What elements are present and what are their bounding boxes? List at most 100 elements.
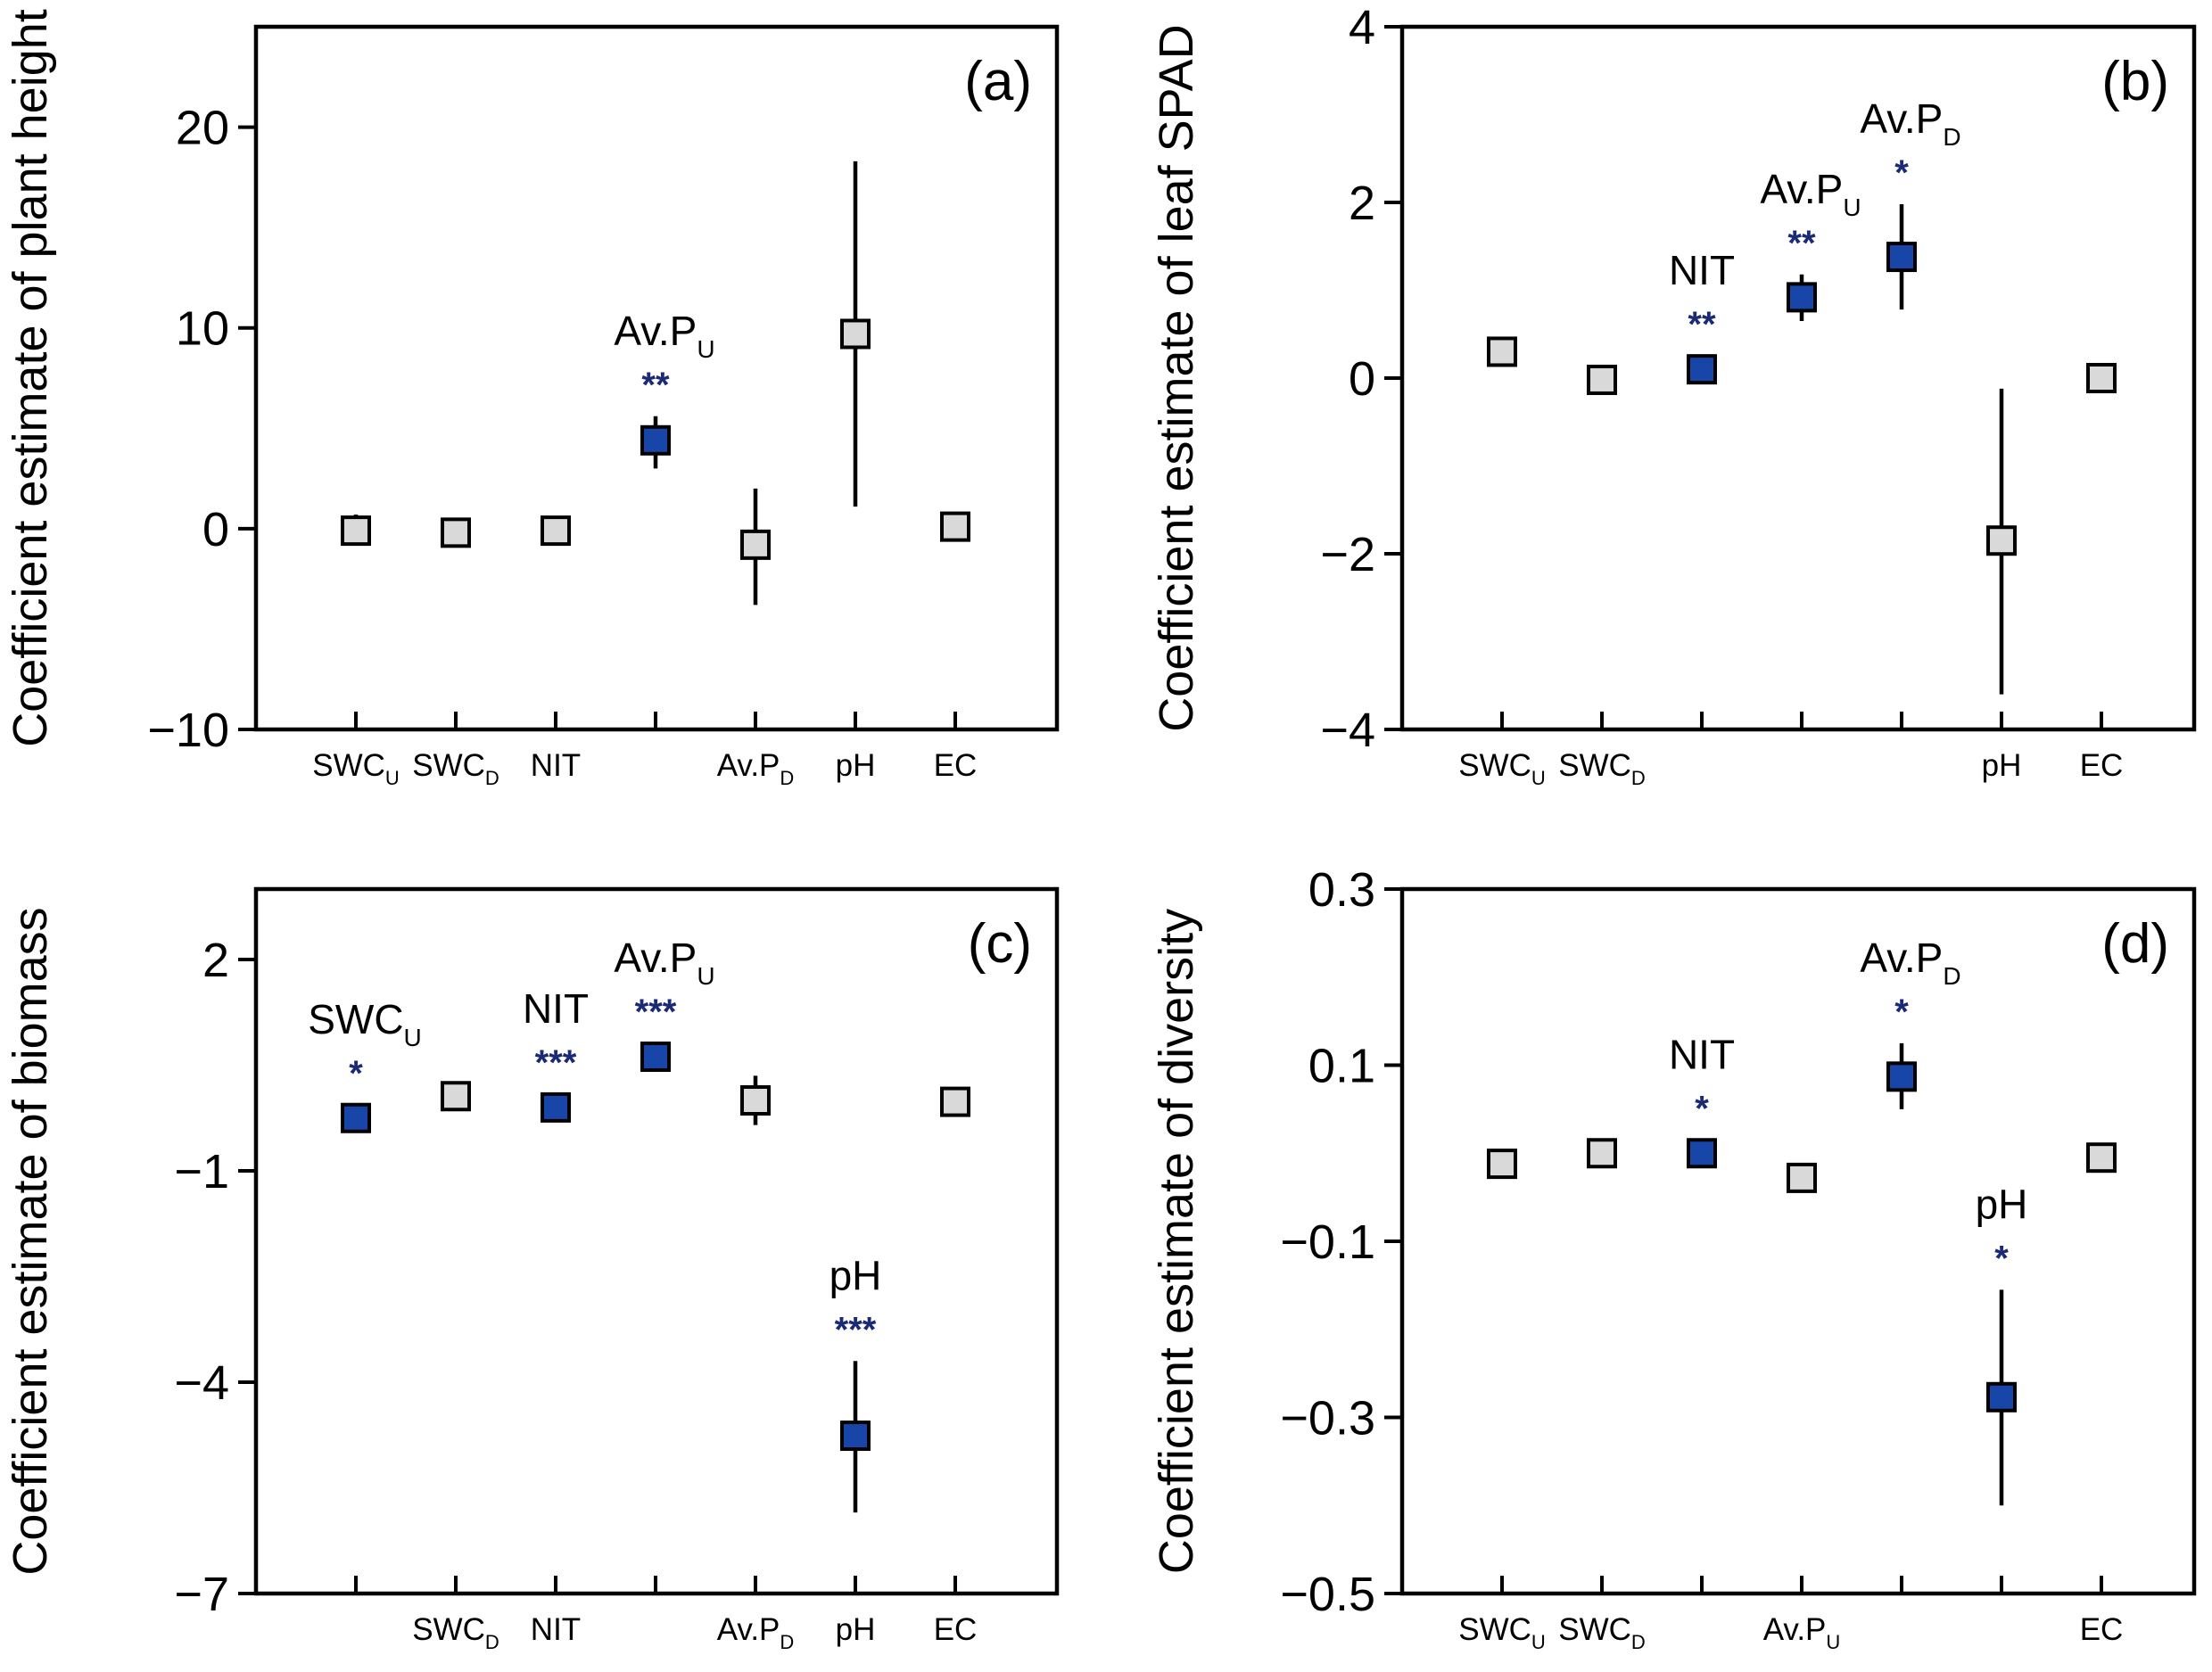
annotation-label-main: Av.P — [1760, 166, 1843, 212]
x-tick-label: NIT — [531, 748, 581, 783]
annotation-label: pH — [1976, 1181, 2028, 1227]
significance-stars: * — [1695, 1089, 1709, 1128]
annotation-label-main: NIT — [1669, 1031, 1735, 1077]
x-tick-label: Av.PD — [717, 748, 795, 789]
x-tick-label: pH — [1982, 748, 2022, 783]
data-point — [1986, 1381, 2017, 1413]
y-tick-label: 2 — [202, 934, 229, 987]
x-tick-label-main: pH — [836, 748, 876, 783]
x-tick-label-sub: D — [1631, 1631, 1646, 1653]
x-tick-label: EC — [934, 748, 978, 783]
annotation-label: NIT — [1669, 1031, 1735, 1077]
significance-stars: ** — [641, 366, 670, 405]
y-tick-label: 0.1 — [1308, 1040, 1375, 1093]
x-tick-label-sub: D — [1631, 767, 1646, 789]
x-tick-label: SWCD — [1558, 1612, 1646, 1653]
x-tick-label: Av.PU — [1763, 1612, 1841, 1653]
x-tick-label-main: EC — [934, 1612, 978, 1647]
annotation-label: Av.PU — [1760, 166, 1861, 221]
data-point — [940, 1086, 970, 1117]
panel-label: (c) — [968, 913, 1032, 975]
x-tick-label-main: SWC — [312, 748, 385, 783]
annotation-label-sub: U — [1843, 194, 1861, 221]
data-point — [1487, 1149, 1517, 1180]
panel-c: −7 −4 −1 2 Coefficient estimate of biomass SW… — [4, 886, 1060, 1653]
annotation-label: NIT — [523, 985, 589, 1032]
annotation-label: Av.PU — [614, 308, 714, 363]
data-point — [1587, 364, 1617, 395]
x-tick-label: SWCU — [1458, 748, 1546, 789]
x-tick-label-main: NIT — [531, 748, 581, 783]
annotation-label-main: Av.P — [1860, 935, 1943, 981]
x-tick-label: NIT — [531, 1612, 581, 1647]
x-tick-label: SWCU — [312, 748, 400, 789]
data-point — [940, 511, 970, 542]
x-tick-label-sub: D — [780, 767, 794, 789]
plot-frame — [1399, 886, 2197, 1596]
x-tick-label-sub: U — [1826, 1631, 1840, 1653]
y-tick-label: 0 — [1349, 352, 1375, 406]
data-point — [1687, 354, 1717, 385]
x-tick-label: SWCD — [1558, 748, 1646, 789]
x-tick-label-sub: D — [485, 1631, 499, 1653]
annotation-label-main: NIT — [523, 985, 589, 1032]
annotation-label-sub: U — [404, 1024, 422, 1051]
data-point — [2086, 1142, 2117, 1174]
annotation-label: NIT — [1669, 247, 1735, 293]
annotation-label-main: NIT — [1669, 247, 1735, 293]
data-point — [1687, 1138, 1717, 1169]
panel-b: −4 −2 0 2 4 Coefficient estimate of leaf SPAD… — [1150, 1, 2197, 789]
data-point — [1986, 525, 2017, 556]
x-tick-label: EC — [934, 1612, 978, 1647]
significance-stars: *** — [535, 1043, 577, 1083]
x-tick-label: Av.PD — [717, 1612, 795, 1653]
panel-label: (b) — [2101, 51, 2169, 112]
significance-stars: * — [1894, 153, 1909, 193]
x-tick-label-main: Av.P — [1763, 1612, 1827, 1647]
y-tick-label: −0.3 — [1280, 1392, 1375, 1445]
y-tick-label: 2 — [1349, 177, 1375, 230]
y-tick-label: 10 — [176, 302, 229, 356]
annotation-label-main: Av.P — [614, 935, 697, 981]
y-tick-label: −4 — [174, 1356, 229, 1410]
y-axis-label: Coefficient estimate of diversity — [1150, 909, 1203, 1574]
annotation-label-main: pH — [1976, 1181, 2028, 1227]
x-tick-label-main: pH — [1982, 748, 2022, 783]
data-point — [541, 515, 571, 547]
x-tick-label-main: Av.P — [717, 748, 780, 783]
data-point — [1886, 1061, 1917, 1092]
panel-label: (d) — [2101, 913, 2169, 975]
data-point — [1787, 282, 1817, 313]
x-tick-label-main: EC — [2080, 1612, 2124, 1647]
annotation-label-sub: U — [697, 335, 714, 363]
annotation-label-sub: U — [697, 962, 714, 990]
panel-a: −10 0 10 20 Coefficient estimate of plant he… — [4, 9, 1060, 789]
data-point — [740, 529, 771, 560]
data-point — [1787, 1162, 1817, 1193]
data-point — [441, 517, 471, 548]
y-tick-label: −0.1 — [1280, 1215, 1375, 1269]
x-tick-label-main: SWC — [412, 748, 485, 783]
annotation-label: SWCU — [308, 996, 422, 1051]
y-axis-label: Coefficient estimate of plant height — [4, 9, 57, 747]
x-tick-label: EC — [2080, 1612, 2124, 1647]
data-point — [341, 515, 371, 547]
x-tick-label-sub: U — [1531, 1631, 1546, 1653]
data-point — [1487, 336, 1517, 367]
data-point — [840, 1421, 871, 1452]
data-point — [840, 318, 871, 350]
y-axis-label: Coefficient estimate of leaf SPAD — [1150, 24, 1203, 731]
data-point — [2086, 363, 2117, 393]
significance-stars: *** — [835, 1310, 877, 1349]
x-tick-label: SWCD — [412, 1612, 499, 1653]
x-tick-label-main: SWC — [1458, 748, 1531, 783]
x-tick-label: pH — [836, 748, 876, 783]
x-tick-label-sub: D — [780, 1631, 794, 1653]
annotation-label-main: pH — [830, 1252, 882, 1298]
x-tick-label-main: Av.P — [717, 1612, 780, 1647]
data-point — [1587, 1138, 1617, 1169]
plot-frame — [1399, 24, 2197, 732]
x-tick-label: pH — [836, 1612, 876, 1647]
x-tick-label-sub: U — [385, 767, 400, 789]
